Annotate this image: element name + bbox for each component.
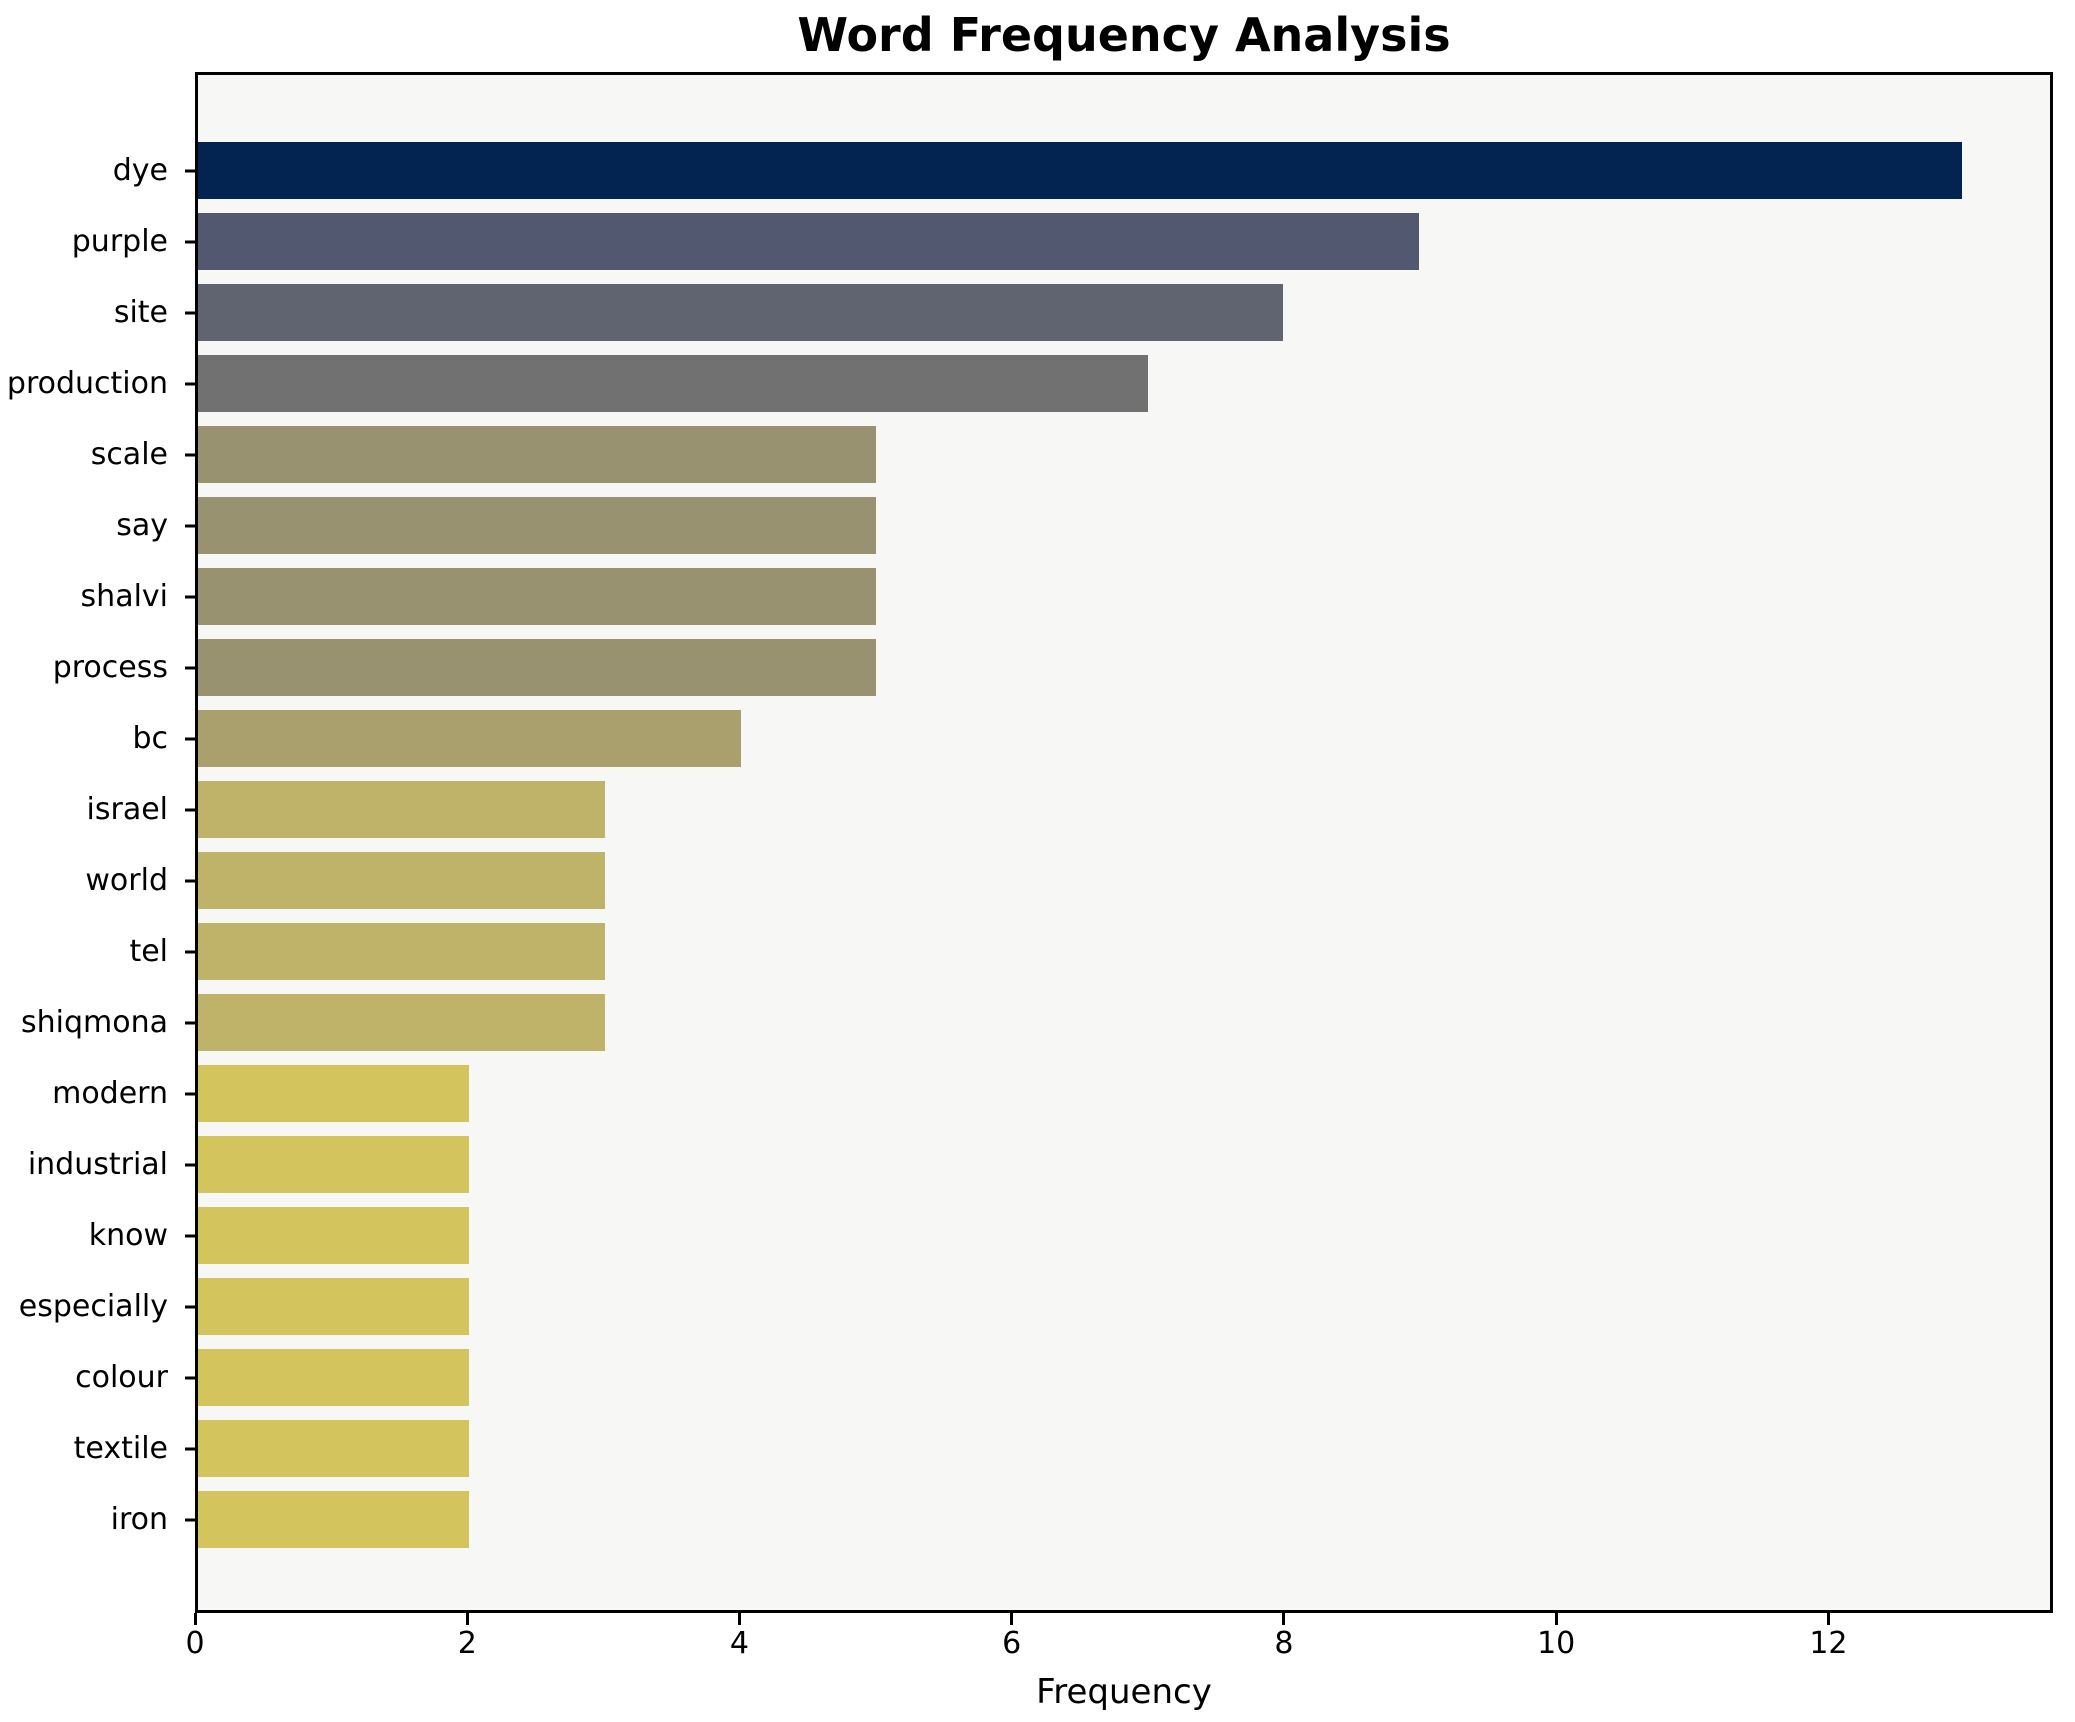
bar (198, 781, 606, 838)
y-tick-mark (185, 1092, 198, 1095)
bar (198, 1136, 470, 1193)
x-axis-title: Frequency (1036, 1672, 1212, 1712)
bar-row: israel (87, 774, 2050, 845)
x-tick-label: 2 (457, 1626, 477, 1661)
x-tick-mark (1554, 1613, 1558, 1625)
y-tick-mark (185, 1518, 198, 1521)
bar-row: site (114, 277, 2050, 348)
bar (198, 355, 1148, 412)
y-tick-label: shalvi (80, 578, 168, 614)
y-tick-label: colour (75, 1359, 168, 1395)
x-tick-mark (1010, 1613, 1014, 1625)
bar (198, 284, 1284, 341)
y-tick-mark (185, 879, 198, 882)
y-tick-mark (185, 311, 198, 314)
y-tick-mark (185, 382, 198, 385)
x-tick-mark (1826, 1613, 1830, 1625)
x-tick-label: 10 (1537, 1626, 1576, 1661)
bar-row: bc (132, 703, 2050, 774)
y-tick-mark (185, 950, 198, 953)
x-tick-mark (465, 1613, 469, 1625)
bar-row: process (53, 632, 2050, 703)
bar (198, 1420, 470, 1477)
y-tick-mark (185, 737, 198, 740)
y-tick-label: production (6, 365, 168, 401)
y-tick-label: say (116, 507, 168, 543)
bar (198, 1278, 470, 1335)
bar (198, 710, 741, 767)
bar-row: tel (129, 916, 2050, 987)
bar (198, 923, 606, 980)
x-tick-label: 6 (1002, 1626, 1022, 1661)
y-tick-label: world (85, 862, 168, 898)
y-tick-label: iron (110, 1501, 168, 1537)
bar-row: shiqmona (21, 987, 2050, 1058)
bar-row: production (7, 348, 2050, 419)
y-tick-label: process (52, 649, 168, 685)
bar-row: purple (72, 206, 2050, 277)
y-tick-mark (185, 524, 198, 527)
y-tick-mark (185, 1163, 198, 1166)
bar-row: colour (75, 1342, 2050, 1413)
y-tick-label: know (88, 1217, 168, 1253)
bar-row: say (116, 490, 2050, 561)
plot-area: dye purple site production scale say shalvi pro… (7, 72, 2053, 1613)
x-tick-mark (1282, 1613, 1286, 1625)
y-tick-mark (185, 1447, 198, 1450)
bar (198, 213, 1420, 270)
x-tick-label: 8 (1274, 1626, 1294, 1661)
bar (198, 1065, 470, 1122)
bar (198, 426, 877, 483)
bar (198, 1349, 470, 1406)
bar (198, 994, 606, 1051)
bar-row: industrial (28, 1129, 2050, 1200)
y-tick-mark (185, 1021, 198, 1024)
y-tick-mark (185, 1305, 198, 1308)
y-tick-label: industrial (27, 1146, 168, 1182)
y-tick-mark (185, 453, 198, 456)
bar-row: especially (19, 1271, 2050, 1342)
x-tick-mark (193, 1613, 197, 1625)
bar (198, 497, 877, 554)
y-tick-label: dye (112, 152, 168, 188)
bar (198, 1207, 470, 1264)
y-tick-mark (185, 1234, 198, 1237)
x-tick-label: 12 (1809, 1626, 1848, 1661)
y-tick-label: site (113, 294, 168, 330)
bar (198, 1491, 470, 1548)
y-tick-mark (185, 1376, 198, 1379)
y-tick-label: shiqmona (21, 1004, 168, 1040)
chart-title: Word Frequency Analysis (797, 8, 1451, 62)
bar-rows-container: dye purple site production scale say shalvi pro… (7, 75, 2050, 1610)
bar-row: dye (113, 135, 2050, 206)
bar-row: iron (111, 1484, 2050, 1555)
y-tick-label: especially (18, 1288, 168, 1324)
bar-row: world (85, 845, 2050, 916)
y-tick-label: textile (73, 1430, 168, 1466)
y-tick-label: bc (132, 720, 168, 756)
bar-row: shalvi (81, 561, 2050, 632)
y-tick-label: scale (90, 436, 168, 472)
bar (198, 142, 1962, 199)
bar (198, 852, 606, 909)
y-tick-label: tel (129, 933, 168, 969)
bar-row: know (89, 1200, 2050, 1271)
bar (198, 639, 877, 696)
y-tick-mark (185, 595, 198, 598)
x-tick-mark (737, 1613, 741, 1625)
y-tick-mark (185, 169, 198, 172)
y-tick-label: purple (71, 223, 168, 259)
y-tick-mark (185, 808, 198, 811)
y-tick-label: modern (52, 1075, 168, 1111)
bar-row: modern (52, 1058, 2050, 1129)
bar-row: scale (91, 419, 2050, 490)
x-tick-label: 0 (185, 1626, 205, 1661)
y-tick-label: israel (86, 791, 168, 827)
y-tick-mark (185, 666, 198, 669)
bar (198, 568, 877, 625)
x-tick-label: 4 (729, 1626, 750, 1661)
bar-row: textile (74, 1413, 2050, 1484)
y-tick-mark (185, 240, 198, 243)
